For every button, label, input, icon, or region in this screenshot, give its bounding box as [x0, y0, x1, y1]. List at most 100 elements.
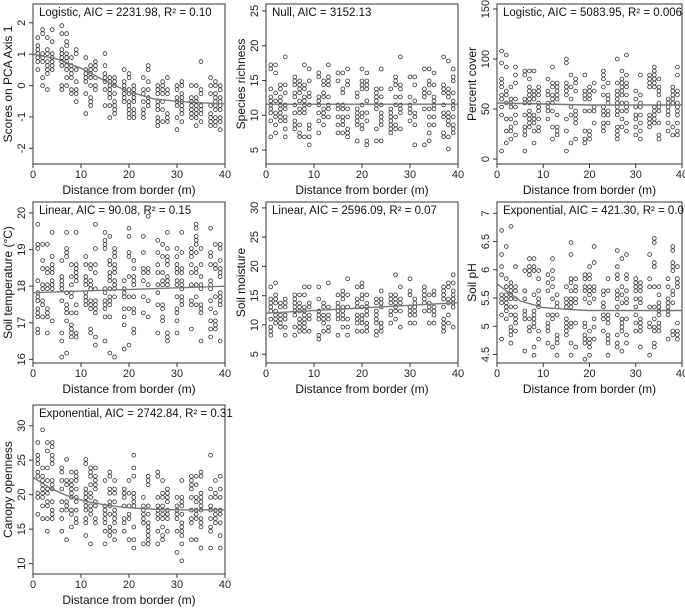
data-point [508, 84, 514, 90]
y-axis-label: Percent cover [465, 47, 479, 121]
data-point [217, 115, 223, 120]
data-point [321, 312, 326, 318]
data-point [273, 296, 278, 302]
data-point [441, 102, 446, 108]
data-point [112, 486, 117, 492]
data-point [340, 102, 346, 108]
data-point [499, 148, 504, 154]
data-point [345, 66, 350, 72]
data-point [675, 88, 680, 94]
data-point [208, 75, 213, 80]
data-point [587, 284, 592, 290]
data-point [83, 486, 89, 492]
data-point [165, 511, 170, 517]
data-point [378, 110, 384, 116]
data-point [374, 102, 379, 108]
data-point [321, 300, 326, 306]
data-point [107, 533, 113, 538]
data-point [638, 328, 643, 334]
data-point [675, 72, 680, 78]
data-point [282, 114, 288, 120]
data-point [112, 278, 117, 284]
fit-line [32, 476, 225, 511]
data-point [573, 300, 578, 306]
data-point [633, 96, 639, 102]
data-point [189, 111, 194, 116]
data-point [107, 91, 113, 96]
data-point [165, 119, 170, 124]
data-point [326, 304, 331, 310]
y-tick-label: 18 [16, 280, 28, 292]
data-point [531, 88, 537, 94]
data-point [321, 82, 326, 88]
data-point [587, 136, 592, 142]
x-axis-label: Distance from border (m) [295, 382, 428, 396]
data-point [388, 300, 394, 306]
data-point [155, 511, 161, 517]
data-point [198, 516, 204, 521]
data-point [545, 288, 551, 294]
data-point [155, 290, 161, 296]
data-point [292, 74, 298, 80]
data-point [131, 266, 137, 271]
data-point [189, 537, 194, 542]
data-point [503, 140, 509, 146]
data-point [189, 103, 194, 108]
data-point [73, 520, 79, 526]
data-point [45, 266, 50, 271]
data-point [145, 79, 151, 84]
data-point [545, 76, 551, 82]
data-point [189, 495, 194, 500]
data-point [619, 348, 625, 354]
data-point [189, 482, 194, 488]
data-point [638, 320, 643, 326]
data-point [345, 276, 350, 282]
data-point [619, 80, 625, 86]
data-point [665, 108, 671, 114]
data-point [35, 495, 41, 500]
data-point [88, 63, 93, 68]
data-point [297, 292, 302, 298]
data-point [522, 288, 528, 294]
data-point [624, 120, 629, 126]
data-point [527, 116, 532, 122]
data-point [278, 86, 283, 92]
data-point [446, 94, 451, 100]
data-point [208, 226, 213, 231]
data-point [35, 511, 41, 517]
data-point [638, 300, 643, 306]
data-point [64, 457, 69, 462]
data-point [614, 340, 620, 346]
data-point [160, 478, 165, 483]
data-point [536, 268, 541, 273]
x-tick-label: 20 [123, 368, 135, 380]
data-point [49, 499, 55, 505]
y-tick-label: 15 [16, 523, 28, 535]
data-point [582, 140, 588, 146]
data-point [278, 118, 283, 124]
data-point [73, 473, 79, 479]
data-point [619, 76, 625, 82]
data-point [93, 87, 98, 92]
data-point [297, 324, 302, 330]
data-point [40, 427, 45, 433]
data-point [88, 495, 93, 500]
data-point [302, 94, 307, 100]
data-point [165, 75, 170, 80]
data-point [527, 84, 532, 90]
data-point [326, 280, 331, 286]
data-point [388, 110, 394, 116]
data-point [282, 126, 288, 132]
data-point [217, 294, 223, 300]
data-point [359, 102, 365, 108]
data-point [297, 328, 302, 334]
data-point [93, 83, 98, 88]
data-point [587, 328, 592, 334]
data-point [121, 306, 127, 312]
data-point [131, 490, 137, 496]
data-point [407, 106, 413, 112]
data-point [35, 452, 41, 458]
data-point [426, 114, 432, 120]
data-point [179, 111, 185, 116]
data-point [364, 98, 370, 104]
